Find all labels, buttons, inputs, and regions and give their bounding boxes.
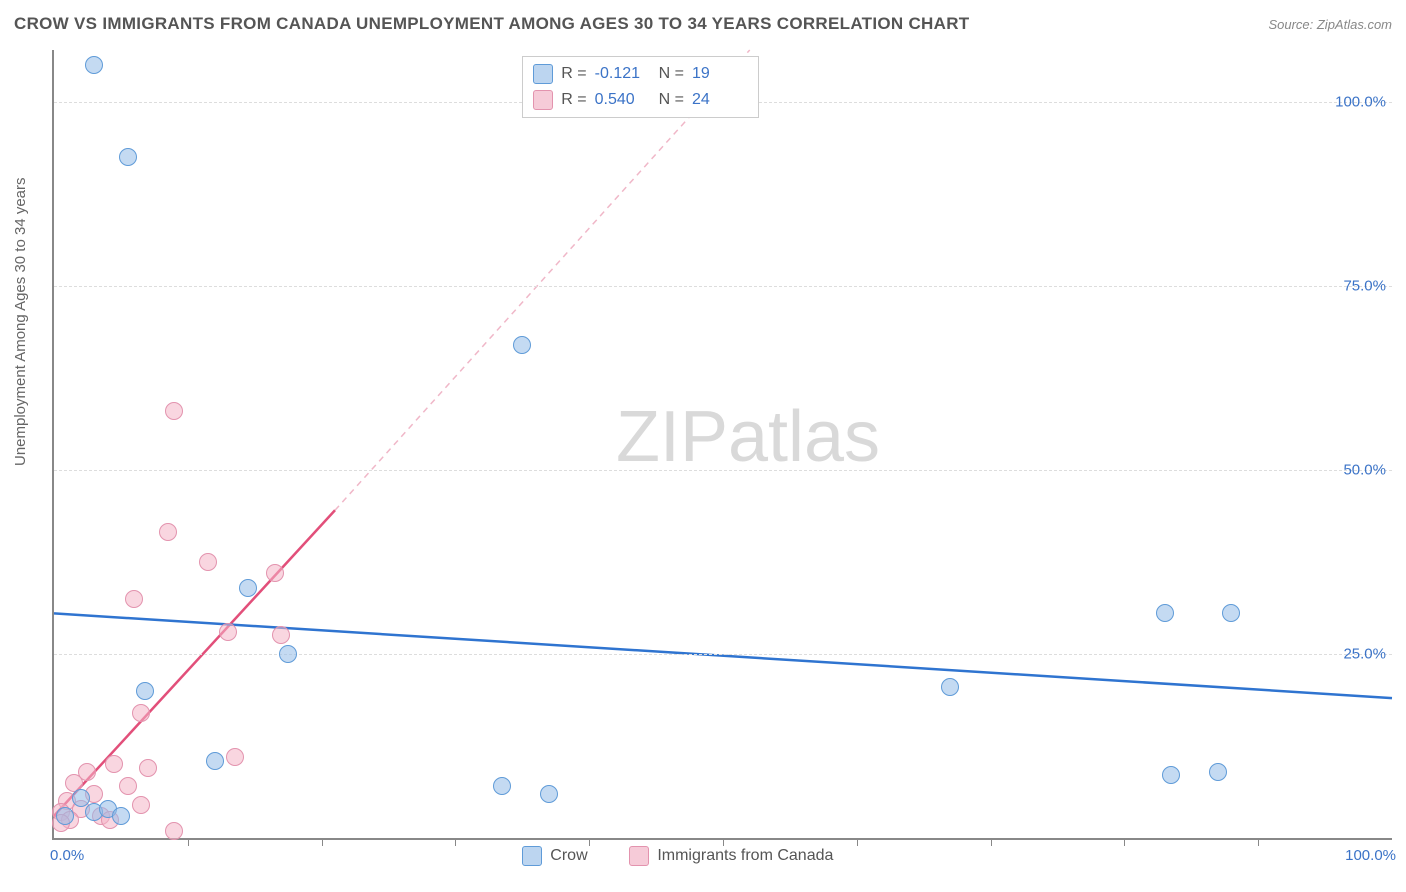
data-point [119, 777, 137, 795]
data-point [941, 678, 959, 696]
x-tick [589, 838, 590, 846]
bottom-legend-crow: Crow [522, 846, 587, 866]
gridline [54, 654, 1392, 655]
x-tick [991, 838, 992, 846]
data-point [159, 523, 177, 541]
legend-N-label: N = [659, 65, 684, 83]
legend-series-label: Crow [550, 847, 587, 865]
legend-row: R = -0.121 N = 19 [533, 61, 748, 87]
data-point [1156, 604, 1174, 622]
data-point [105, 755, 123, 773]
data-point [540, 785, 558, 803]
data-point [513, 336, 531, 354]
legend-N-value: 19 [692, 65, 748, 83]
data-point [219, 623, 237, 641]
data-point [85, 56, 103, 74]
data-point [139, 759, 157, 777]
trend-line [54, 613, 1392, 698]
x-tick [857, 838, 858, 846]
data-point [1162, 766, 1180, 784]
legend-R-label: R = [561, 65, 586, 83]
legend-R-value: 0.540 [595, 91, 651, 109]
data-point [132, 796, 150, 814]
x-tick-label: 100.0% [1345, 847, 1396, 864]
x-tick [1124, 838, 1125, 846]
source-label: Source: ZipAtlas.com [1268, 17, 1392, 32]
y-tick-label: 50.0% [1343, 461, 1386, 478]
legend-swatch [533, 90, 553, 110]
x-tick [723, 838, 724, 846]
data-point [239, 579, 257, 597]
y-tick-label: 100.0% [1335, 93, 1386, 110]
legend-swatch [629, 846, 649, 866]
legend-R-value: -0.121 [595, 65, 651, 83]
data-point [272, 626, 290, 644]
legend-N-label: N = [659, 91, 684, 109]
data-point [56, 807, 74, 825]
data-point [199, 553, 217, 571]
correlation-legend: R = -0.121 N = 19 R = 0.540 N = 24 [522, 56, 759, 118]
legend-series-label: Immigrants from Canada [657, 847, 833, 865]
trend-lines-layer [54, 50, 1392, 838]
data-point [493, 777, 511, 795]
legend-swatch [522, 846, 542, 866]
data-point [165, 822, 183, 840]
data-point [119, 148, 137, 166]
y-tick-label: 75.0% [1343, 277, 1386, 294]
x-tick [1258, 838, 1259, 846]
trend-line [335, 50, 750, 510]
data-point [206, 752, 224, 770]
data-point [136, 682, 154, 700]
legend-R-label: R = [561, 91, 586, 109]
legend-swatch [533, 64, 553, 84]
data-point [125, 590, 143, 608]
chart-title: CROW VS IMMIGRANTS FROM CANADA UNEMPLOYM… [14, 14, 969, 34]
data-point [1209, 763, 1227, 781]
legend-row: R = 0.540 N = 24 [533, 87, 748, 113]
data-point [226, 748, 244, 766]
data-point [112, 807, 130, 825]
y-tick-label: 25.0% [1343, 645, 1386, 662]
y-axis-label: Unemployment Among Ages 30 to 34 years [12, 177, 29, 466]
x-tick-label: 0.0% [50, 847, 84, 864]
data-point [165, 402, 183, 420]
scatter-plot: ZIPatlas 25.0%50.0%75.0%100.0%0.0%100.0%… [52, 50, 1392, 840]
data-point [266, 564, 284, 582]
gridline [54, 470, 1392, 471]
data-point [1222, 604, 1240, 622]
data-point [72, 789, 90, 807]
x-tick [455, 838, 456, 846]
x-tick [322, 838, 323, 846]
x-tick [188, 838, 189, 846]
data-point [132, 704, 150, 722]
gridline [54, 286, 1392, 287]
legend-N-value: 24 [692, 91, 748, 109]
data-point [279, 645, 297, 663]
bottom-legend-immigrants: Immigrants from Canada [629, 846, 833, 866]
